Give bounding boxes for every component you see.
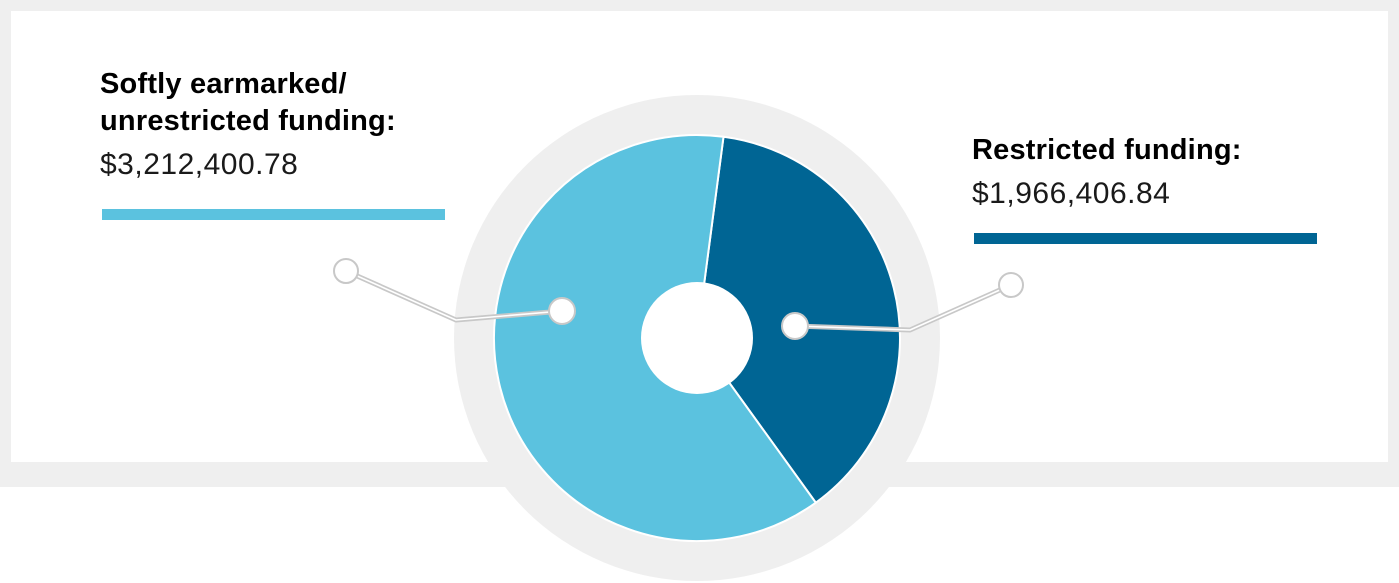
connector-anchor-dot-unrestricted: [548, 297, 576, 325]
legend-bar-unrestricted: [102, 209, 445, 220]
slice-title-unrestricted: Softly earmarked/ unrestricted funding:: [100, 68, 396, 137]
slice-value-unrestricted: $3,212,400.78: [100, 148, 299, 181]
connector-restricted-line-core: [794, 284, 1012, 331]
slice-value-restricted: $1,966,406.84: [972, 177, 1171, 210]
connector-anchor-dot-restricted: [781, 312, 809, 340]
connector-end-dot-unrestricted: [333, 258, 359, 284]
legend-bar-restricted: [974, 233, 1317, 244]
slice-title-restricted: Restricted funding:: [972, 134, 1242, 166]
connector-end-dot-restricted: [998, 272, 1024, 298]
donut-hole: [641, 282, 753, 394]
connector-unrestricted-line-core: [345, 270, 563, 321]
